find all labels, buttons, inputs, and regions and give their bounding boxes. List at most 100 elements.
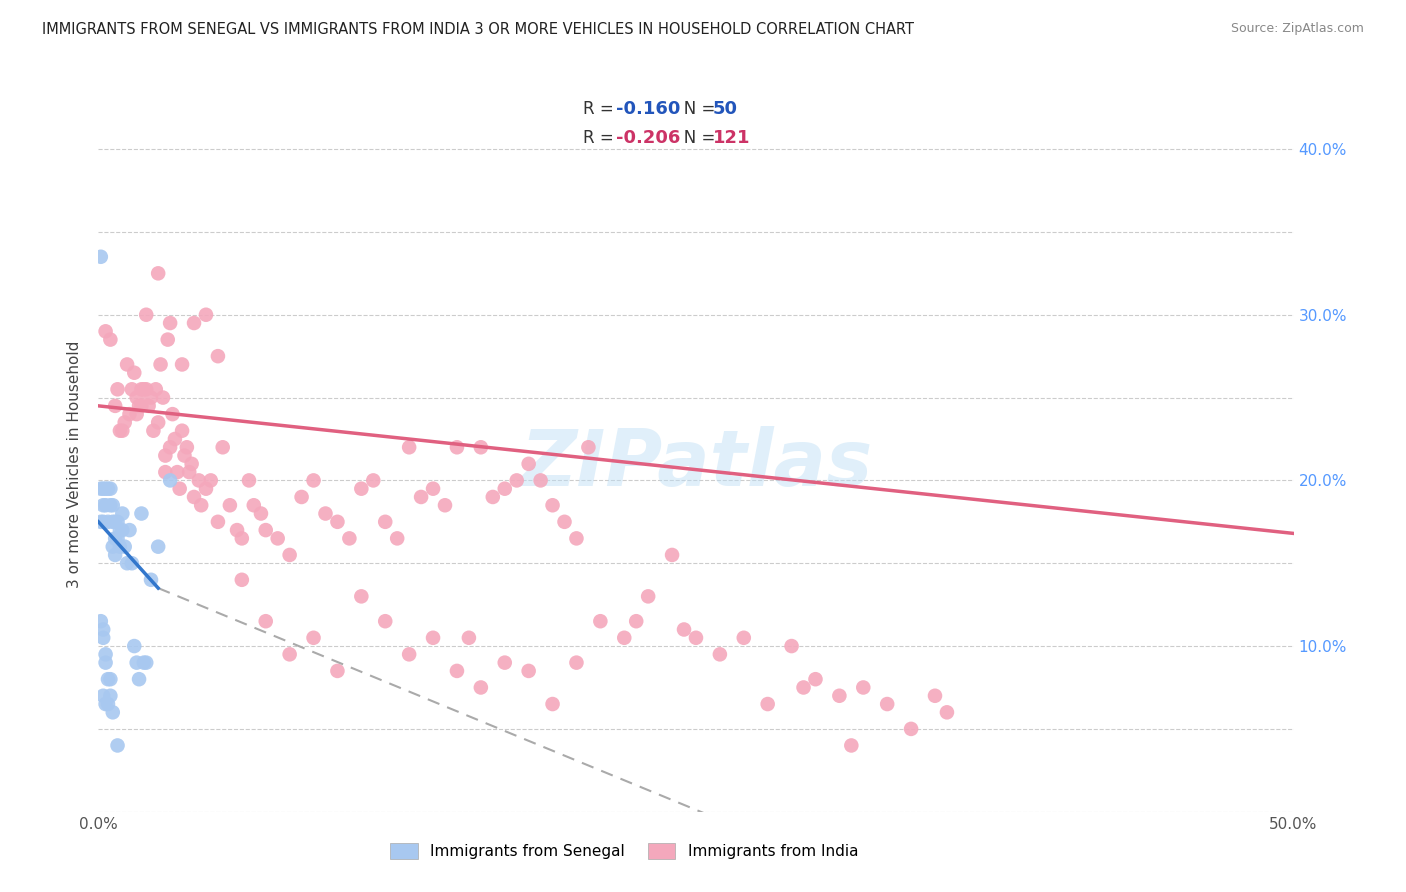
Point: [135, 382, 157, 396]
Point: [506, 474, 529, 488]
Y-axis label: 3 or more Vehicles in Household: 3 or more Vehicles in Household: [67, 340, 83, 588]
Point: [121, 556, 143, 570]
Point: [145, 382, 167, 396]
Point: [541, 697, 564, 711]
Point: [231, 532, 253, 546]
Point: [250, 507, 273, 521]
Point: [470, 440, 492, 454]
Point: [565, 656, 588, 670]
Point: [107, 382, 129, 396]
Text: N =: N =: [668, 100, 720, 118]
Point: [125, 656, 148, 670]
Point: [111, 507, 134, 521]
Point: [169, 482, 191, 496]
Point: [148, 266, 170, 280]
Point: [90, 614, 112, 628]
Point: [291, 490, 314, 504]
Point: [90, 250, 112, 264]
Point: [107, 739, 129, 753]
Point: [226, 523, 249, 537]
Point: [163, 432, 186, 446]
Point: [148, 416, 170, 430]
Point: [142, 424, 165, 438]
Point: [139, 391, 162, 405]
Point: [159, 474, 181, 488]
Point: [793, 681, 815, 695]
Point: [94, 498, 117, 512]
Point: [91, 482, 114, 496]
Point: [494, 482, 516, 496]
Point: [470, 681, 492, 695]
Point: [685, 631, 707, 645]
Point: [94, 482, 117, 496]
Point: [422, 482, 444, 496]
Point: [108, 424, 131, 438]
Point: [494, 656, 516, 670]
Point: [350, 590, 373, 604]
Point: [104, 532, 127, 546]
Point: [780, 639, 803, 653]
Point: [94, 656, 117, 670]
Point: [94, 697, 117, 711]
Point: [90, 482, 112, 496]
Point: [876, 697, 898, 711]
Point: [107, 515, 129, 529]
Point: [804, 672, 827, 686]
Point: [139, 573, 162, 587]
Point: [94, 648, 117, 662]
Point: [97, 515, 120, 529]
Point: [97, 482, 120, 496]
Point: [302, 631, 325, 645]
Point: [207, 349, 229, 363]
Point: [589, 614, 612, 628]
Point: [481, 490, 505, 504]
Point: [149, 358, 172, 372]
Point: [195, 308, 218, 322]
Point: [673, 623, 696, 637]
Point: [132, 656, 155, 670]
Point: [101, 515, 124, 529]
Text: 50: 50: [713, 100, 738, 118]
Point: [121, 382, 143, 396]
Point: [107, 532, 129, 546]
Point: [104, 399, 127, 413]
Point: [195, 482, 218, 496]
Point: [517, 457, 540, 471]
Point: [98, 498, 122, 512]
Point: [128, 672, 150, 686]
Point: [180, 457, 202, 471]
Point: [733, 631, 755, 645]
Text: -0.206: -0.206: [616, 129, 681, 147]
Point: [530, 474, 553, 488]
Point: [363, 474, 385, 488]
Point: [155, 449, 177, 463]
Point: [200, 474, 222, 488]
Point: [124, 366, 146, 380]
Point: [183, 490, 205, 504]
Point: [446, 440, 468, 454]
Point: [578, 440, 600, 454]
Point: [131, 507, 153, 521]
Point: [446, 664, 468, 678]
Point: [254, 523, 277, 537]
Point: [828, 689, 851, 703]
Point: [108, 523, 131, 537]
Point: [128, 399, 150, 413]
Point: [104, 548, 127, 562]
Point: [398, 648, 420, 662]
Point: [187, 474, 209, 488]
Point: [709, 648, 731, 662]
Point: [155, 465, 177, 479]
Point: [756, 697, 779, 711]
Point: [135, 656, 157, 670]
Point: [613, 631, 636, 645]
Point: [101, 498, 124, 512]
Point: [238, 474, 260, 488]
Point: [98, 672, 122, 686]
Point: [125, 391, 148, 405]
Point: [243, 498, 266, 512]
Point: [118, 523, 141, 537]
Text: R =: R =: [583, 129, 620, 147]
Point: [179, 465, 201, 479]
Point: [936, 706, 959, 720]
